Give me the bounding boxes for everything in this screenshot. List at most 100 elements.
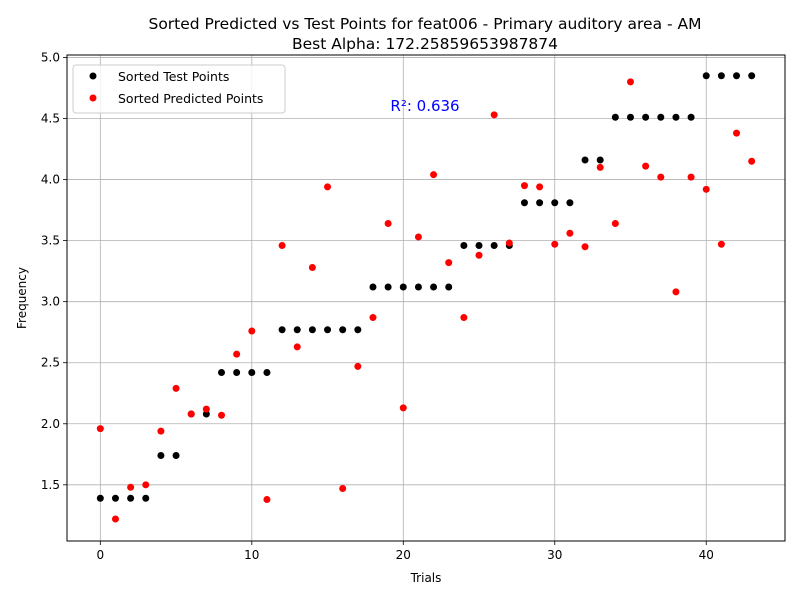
x-tick-label: 30: [547, 548, 562, 562]
legend-marker-predicted: [89, 94, 97, 102]
y-tick-label: 4.5: [41, 111, 60, 125]
test-point: [717, 72, 725, 80]
test-point: [445, 283, 453, 291]
predicted-point: [324, 183, 332, 191]
predicted-point: [551, 240, 559, 248]
axis-ticks: 0 10 20 30 40 1.5 2.0 2.5 3.0 3.5 4.0 4.5 5.0: [41, 50, 714, 562]
test-point: [520, 199, 528, 207]
test-point: [157, 452, 165, 460]
predicted-point: [293, 343, 301, 351]
test-point: [611, 113, 619, 121]
legend-label-test: Sorted Test Points: [118, 69, 229, 84]
test-point: [642, 113, 650, 121]
test-point: [354, 326, 362, 334]
predicted-point: [233, 350, 241, 358]
predicted-point: [96, 425, 104, 433]
y-tick-label: 3.5: [41, 234, 60, 248]
y-tick-label: 1.5: [41, 478, 60, 492]
predicted-point: [520, 182, 528, 190]
y-tick-label: 2.0: [41, 417, 60, 431]
y-tick-label: 4.0: [41, 173, 60, 187]
predicted-point: [748, 157, 756, 165]
r-squared-annotation: R²: 0.636: [390, 97, 459, 115]
predicted-point: [445, 259, 453, 267]
test-point: [702, 72, 710, 80]
predicted-point: [354, 362, 362, 370]
test-point: [748, 72, 756, 80]
test-point: [172, 452, 180, 460]
test-point: [339, 326, 347, 334]
predicted-point: [596, 163, 604, 171]
test-point: [111, 494, 119, 502]
predicted-point: [642, 162, 650, 170]
test-point: [142, 494, 150, 502]
predicted-point: [218, 411, 226, 419]
test-point: [369, 283, 377, 291]
test-point: [536, 199, 544, 207]
x-axis-label: Trials: [410, 571, 442, 585]
y-tick-label: 3.0: [41, 295, 60, 309]
predicted-point: [566, 229, 574, 237]
predicted-point: [127, 483, 135, 491]
test-point: [202, 410, 210, 418]
x-tick-label: 0: [97, 548, 105, 562]
test-point: [733, 72, 741, 80]
predicted-point: [626, 78, 634, 86]
predicted-point: [581, 243, 589, 251]
predicted-point: [278, 241, 286, 249]
predicted-point: [611, 220, 619, 228]
predicted-point: [733, 129, 741, 137]
test-point: [414, 283, 422, 291]
y-axis-label: Frequency: [15, 267, 29, 329]
test-point: [233, 368, 241, 376]
test-point: [475, 241, 483, 249]
test-point: [127, 494, 135, 502]
test-point: [308, 326, 316, 334]
predicted-point: [369, 314, 377, 322]
test-point: [460, 241, 468, 249]
predicted-point: [157, 427, 165, 435]
predicted-point: [536, 183, 544, 191]
predicted-point: [687, 173, 695, 181]
y-tick-label: 5.0: [41, 50, 60, 64]
test-point: [248, 368, 256, 376]
predicted-point: [505, 239, 513, 247]
test-point: [218, 368, 226, 376]
predicted-point: [384, 220, 392, 228]
test-point: [687, 113, 695, 121]
test-point: [324, 326, 332, 334]
y-tick-label: 2.5: [41, 356, 60, 370]
predicted-point: [717, 240, 725, 248]
test-point: [430, 283, 438, 291]
legend-marker-test: [89, 72, 97, 80]
test-point: [399, 283, 407, 291]
predicted-point: [172, 384, 180, 392]
test-point: [96, 494, 104, 502]
predicted-point: [414, 233, 422, 241]
test-point: [672, 113, 680, 121]
x-tick-label: 40: [699, 548, 714, 562]
predicted-point: [339, 484, 347, 492]
test-point: [581, 156, 589, 164]
predicted-point: [142, 481, 150, 489]
predicted-point: [430, 171, 438, 179]
test-point: [626, 113, 634, 121]
predicted-point: [460, 314, 468, 322]
x-tick-label: 20: [396, 548, 411, 562]
plot-frame: [66, 54, 786, 542]
predicted-point: [111, 515, 119, 523]
chart-title: Sorted Predicted vs Test Points for feat…: [148, 15, 701, 33]
predicted-point: [308, 263, 316, 271]
test-point: [566, 199, 574, 207]
predicted-point: [248, 327, 256, 335]
predicted-point: [263, 495, 271, 503]
test-point: [263, 368, 271, 376]
legend-label-predicted: Sorted Predicted Points: [118, 91, 263, 106]
legend: Sorted Test Points Sorted Predicted Poin…: [72, 64, 286, 114]
chart-subtitle: Best Alpha: 172.25859653987874: [292, 35, 558, 53]
predicted-point: [187, 410, 195, 418]
test-point: [596, 156, 604, 164]
x-tick-label: 10: [244, 548, 259, 562]
predicted-point: [702, 185, 710, 193]
